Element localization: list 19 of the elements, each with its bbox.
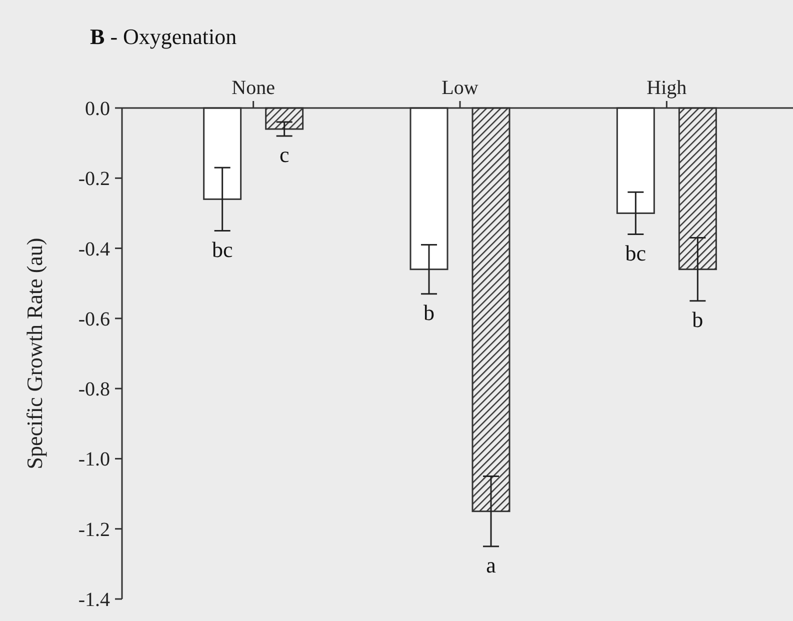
annotation: a bbox=[486, 552, 496, 578]
y-tick-label: -1.2 bbox=[78, 518, 110, 541]
y-tick-label: -1.0 bbox=[78, 448, 110, 471]
x-tick-label: Low bbox=[442, 77, 479, 99]
y-tick-label: -0.8 bbox=[78, 378, 110, 401]
chart-title: B - Oxygenation bbox=[90, 24, 237, 49]
y-tick-label: -1.4 bbox=[78, 589, 110, 611]
y-axis-title: Specific Growth Rate (au) bbox=[22, 238, 47, 470]
x-tick-label: None bbox=[232, 77, 276, 99]
x-tick-label: High bbox=[646, 77, 687, 99]
annotation: b bbox=[692, 306, 704, 332]
y-tick-label: -0.2 bbox=[78, 168, 110, 190]
annotation: bc bbox=[625, 240, 646, 266]
y-tick-label: -0.4 bbox=[78, 238, 110, 260]
y-tick-label: -0.6 bbox=[78, 308, 110, 330]
annotation: bc bbox=[212, 236, 233, 262]
y-tick-label: 0.0 bbox=[85, 98, 110, 120]
annotation: b bbox=[424, 300, 434, 325]
annotation: c bbox=[279, 142, 290, 168]
